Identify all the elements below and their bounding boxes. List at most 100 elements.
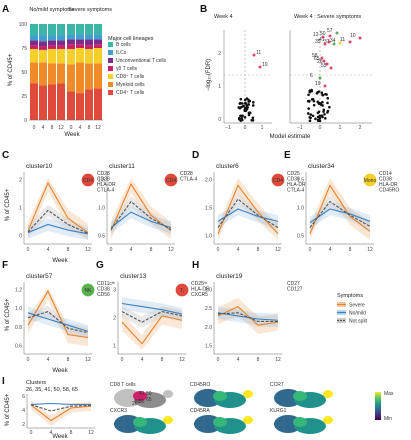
xtick: 8 xyxy=(257,247,260,253)
xtick: 8 xyxy=(161,357,164,363)
data-point xyxy=(243,115,247,119)
marker-label: HLA-DR xyxy=(97,182,116,188)
point-label: 19 xyxy=(315,81,321,87)
umap-blob xyxy=(163,416,173,424)
bar-segment xyxy=(30,48,38,63)
trend-line xyxy=(30,404,92,412)
xtick: 0 xyxy=(244,125,247,131)
legend-swatch xyxy=(108,74,113,79)
legend-swatch xyxy=(108,50,113,55)
point-label: 55 xyxy=(321,63,327,69)
bar-segment xyxy=(48,35,56,41)
bar-segment xyxy=(57,48,65,64)
cell-badge xyxy=(80,172,96,188)
xtick: 8 xyxy=(67,247,70,253)
data-point xyxy=(311,114,315,118)
data-point xyxy=(241,114,244,117)
legend-swatch xyxy=(108,66,113,71)
xtick: 0 xyxy=(121,357,124,363)
sig-point xyxy=(322,59,326,63)
volcano-subtitle-right: Week 4 : Severe symptoms xyxy=(294,14,361,20)
data-point xyxy=(243,98,247,102)
ci-band xyxy=(218,193,278,234)
xtick: 0 xyxy=(70,125,73,131)
bar-segment xyxy=(85,34,93,40)
cell-badge xyxy=(80,282,96,298)
bar-segment xyxy=(94,44,102,48)
stacked-bars xyxy=(29,24,103,121)
data-point xyxy=(308,90,312,94)
cell-badge xyxy=(174,282,190,298)
data-point xyxy=(326,96,330,100)
marker-label: CTLA-4 xyxy=(180,177,197,183)
xtick: 12 xyxy=(275,357,281,363)
bar-segment xyxy=(57,63,65,84)
xtick: 4 xyxy=(141,357,144,363)
bar-segment xyxy=(30,62,38,84)
umap-blob xyxy=(293,391,307,401)
point-label: 13 xyxy=(313,32,319,38)
xtick: 8 xyxy=(349,247,352,253)
bar-segment xyxy=(67,39,75,45)
data-point xyxy=(248,111,252,115)
bar-segment xyxy=(85,24,93,35)
data-point xyxy=(320,91,324,94)
sig-point xyxy=(325,62,329,66)
bar-segment xyxy=(30,24,38,36)
data-point xyxy=(322,108,326,112)
point-label: 37 xyxy=(324,39,330,45)
ytick: 0 xyxy=(19,234,22,240)
data-point xyxy=(318,114,322,118)
xtick: 8 xyxy=(67,357,70,363)
trend-line xyxy=(27,223,89,235)
trend-line xyxy=(121,302,183,315)
ytick: 3 xyxy=(113,288,116,294)
bar-segment xyxy=(48,63,56,85)
sig-point xyxy=(332,42,336,46)
data-point xyxy=(328,105,331,109)
xtick: 0 xyxy=(217,357,220,363)
xtick: 12 xyxy=(275,247,281,253)
marker-label: CD11cᴴᶦ xyxy=(97,281,115,287)
marker-label: CD38 xyxy=(97,287,110,293)
cell-badge-label: CD4 xyxy=(273,178,283,184)
panel-a-yticks: 0 25 50 75 100 xyxy=(19,22,28,124)
trend-line xyxy=(30,402,91,405)
cell-badge xyxy=(163,172,179,188)
bar-segment xyxy=(39,41,47,47)
ytick: 1.0 xyxy=(297,206,304,212)
panel-i-lineplot: 0 4 8 12 xyxy=(26,394,95,436)
data-point xyxy=(312,103,316,107)
ci-band xyxy=(310,195,370,234)
umap-title: KLRG1 xyxy=(270,408,287,414)
sig-point xyxy=(258,65,262,69)
umap-blob xyxy=(323,416,333,424)
volcano-yticks: 0 1 2 xyxy=(218,51,221,123)
umap-CD8 T cells: CD8 T cells41 5065355826 xyxy=(110,382,173,408)
marker-label: CD27 xyxy=(287,281,300,287)
trend-line xyxy=(309,200,371,228)
xtick: 1 xyxy=(261,125,264,131)
xtick: 12 xyxy=(85,247,91,253)
ytick: 0.5 xyxy=(297,234,304,240)
umap-blob xyxy=(133,417,147,427)
bar-segment xyxy=(94,48,102,64)
bar-segment xyxy=(76,62,84,94)
sig-point xyxy=(338,41,342,45)
ytick: 0 xyxy=(218,117,221,123)
umap-title: CCR7 xyxy=(270,382,284,388)
ytick: 2.0 xyxy=(205,325,212,331)
ci-band xyxy=(218,202,278,228)
bar-segment xyxy=(57,45,65,49)
xtick: 0 xyxy=(309,247,312,253)
marker-label: CTLA-4 xyxy=(287,188,304,194)
trend-line xyxy=(27,209,89,234)
data-point xyxy=(324,92,327,96)
ci-band xyxy=(310,202,370,229)
cell-badge-label: Mono xyxy=(364,178,377,184)
sig-point xyxy=(320,56,324,60)
trend-line xyxy=(217,312,279,321)
